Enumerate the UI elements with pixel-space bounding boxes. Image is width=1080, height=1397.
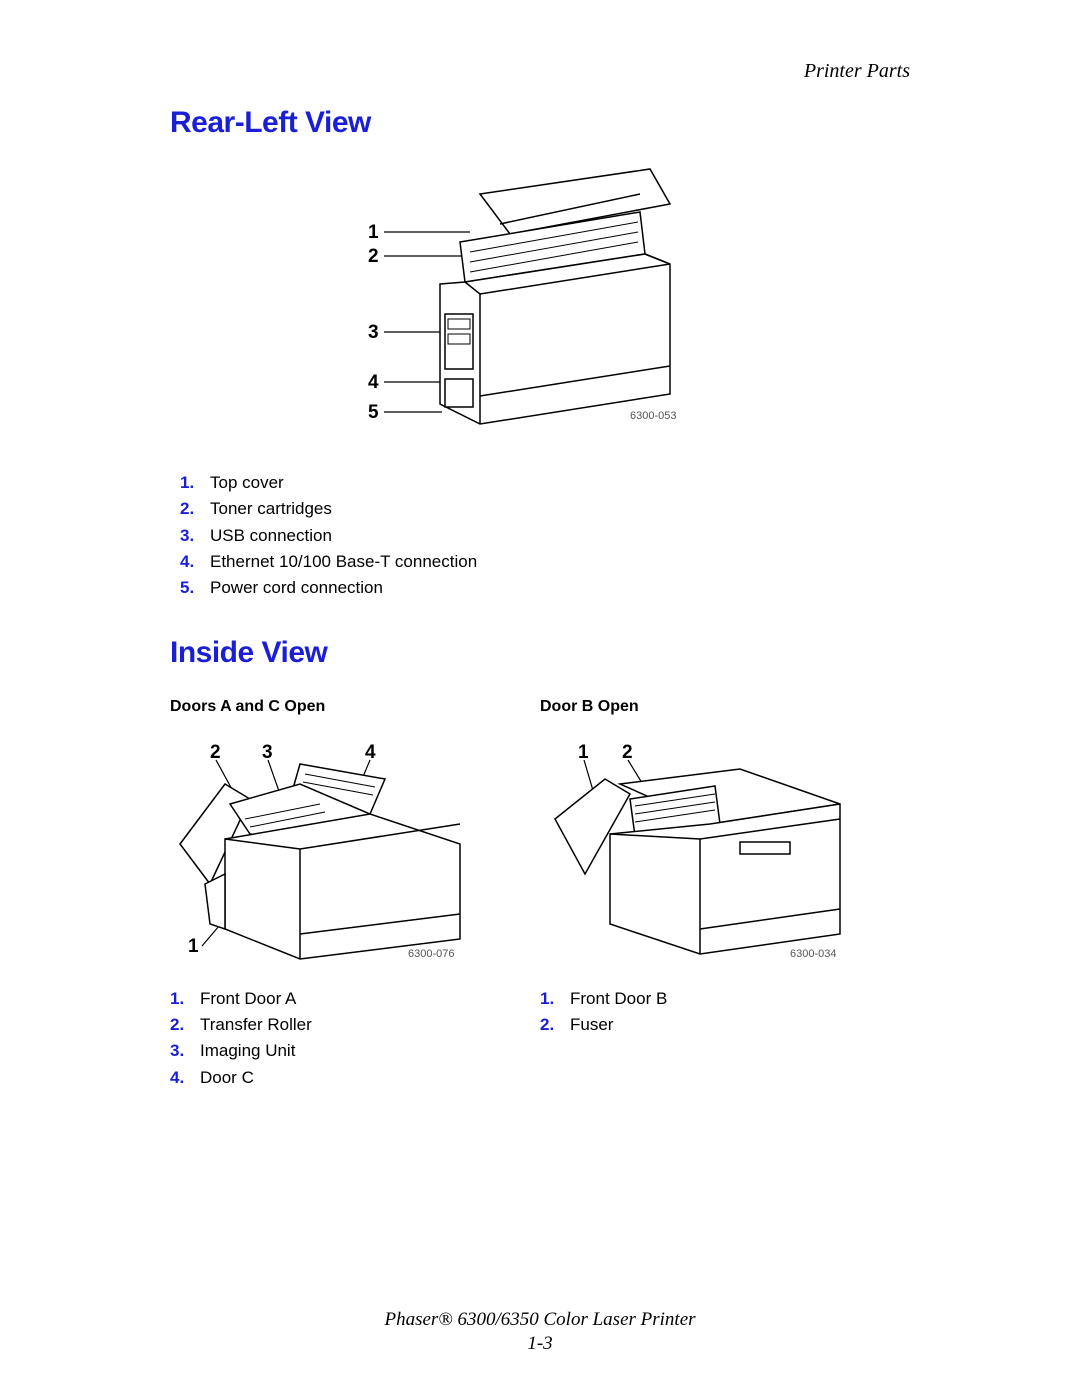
callout-2: 2: [210, 742, 221, 764]
legend-text: Power cord connection: [210, 575, 383, 601]
callout-1: 1: [578, 742, 589, 764]
legend-doors-a-c: 1. Front Door A 2. Transfer Roller 3. Imagi…: [170, 982, 540, 1091]
legend-num: 3.: [170, 1038, 192, 1064]
printer-door-b-illustration: [540, 724, 900, 974]
figure-door-b: 1 2 6300-034: [540, 724, 910, 974]
legend-text: Door C: [200, 1065, 254, 1091]
callout-1: 1: [188, 936, 199, 958]
legend-row: 1. Front Door A: [170, 986, 540, 1012]
legend-row: 2. Transfer Roller: [170, 1012, 540, 1038]
subhead-door-b: Door B Open: [540, 698, 910, 716]
legend-row: 3. Imaging Unit: [170, 1038, 540, 1064]
legend-text: Top cover: [210, 470, 284, 496]
heading-inside-view: Inside View: [170, 636, 910, 670]
page: Printer Parts Rear-Left View 1 2 3 4 5 6…: [0, 0, 1080, 1397]
legend-num: 1.: [540, 986, 562, 1012]
legend-num: 3.: [180, 523, 202, 549]
inside-legends-row: 1. Front Door A 2. Transfer Roller 3. Imagi…: [170, 982, 910, 1091]
legend-row: 4. Door C: [170, 1065, 540, 1091]
footer-product: Phaser® 6300/6350 Color Laser Printer: [0, 1309, 1080, 1331]
page-footer: Phaser® 6300/6350 Color Laser Printer 1-…: [0, 1309, 1080, 1355]
printer-doors-a-c-illustration: [170, 724, 530, 974]
legend-num: 2.: [170, 1012, 192, 1038]
legend-text: Imaging Unit: [200, 1038, 295, 1064]
legend-door-b: 1. Front Door B 2. Fuser: [540, 982, 910, 1091]
legend-row: 3. USB connection: [180, 523, 910, 549]
callout-3: 3: [262, 742, 273, 764]
legend-num: 2.: [540, 1012, 562, 1038]
legend-num: 5.: [180, 575, 202, 601]
legend-text: Front Door A: [200, 986, 296, 1012]
legend-num: 1.: [170, 986, 192, 1012]
callout-5: 5: [368, 402, 379, 424]
figure-rear-left: 1 2 3 4 5 6300-053: [170, 164, 910, 454]
callout-2: 2: [622, 742, 633, 764]
legend-num: 1.: [180, 470, 202, 496]
legend-text: Front Door B: [570, 986, 667, 1012]
figure-id-rear-left: 6300-053: [630, 410, 677, 422]
callout-4: 4: [368, 372, 379, 394]
legend-num: 4.: [170, 1065, 192, 1091]
figure-id-doors-a-c: 6300-076: [408, 948, 455, 960]
figure-doors-a-c: 2 3 4 1 6300-076: [170, 724, 540, 974]
legend-row: 1. Front Door B: [540, 986, 910, 1012]
heading-rear-left-view: Rear-Left View: [170, 106, 910, 140]
legend-row: 5. Power cord connection: [180, 575, 910, 601]
legend-text: Transfer Roller: [200, 1012, 312, 1038]
legend-num: 4.: [180, 549, 202, 575]
legend-row: 4. Ethernet 10/100 Base-T connection: [180, 549, 910, 575]
section-header: Printer Parts: [804, 60, 910, 83]
legend-row: 2. Fuser: [540, 1012, 910, 1038]
legend-text: Fuser: [570, 1012, 613, 1038]
subhead-doors-a-c: Doors A and C Open: [170, 698, 540, 716]
callout-2: 2: [368, 246, 379, 268]
inside-figures-row: 2 3 4 1 6300-076: [170, 724, 910, 974]
legend-text: USB connection: [210, 523, 332, 549]
legend-rear-left: 1. Top cover 2. Toner cartridges 3. USB con…: [180, 470, 910, 602]
figure-id-door-b: 6300-034: [790, 948, 837, 960]
footer-page-number: 1-3: [0, 1333, 1080, 1355]
legend-num: 2.: [180, 496, 202, 522]
legend-row: 2. Toner cartridges: [180, 496, 910, 522]
callout-3: 3: [368, 322, 379, 344]
legend-text: Toner cartridges: [210, 496, 332, 522]
legend-row: 1. Top cover: [180, 470, 910, 496]
callout-4: 4: [365, 742, 376, 764]
inside-subheads: Doors A and C Open Door B Open: [170, 698, 910, 716]
legend-text: Ethernet 10/100 Base-T connection: [210, 549, 477, 575]
printer-rear-left-illustration: [170, 164, 910, 454]
callout-1: 1: [368, 222, 379, 244]
